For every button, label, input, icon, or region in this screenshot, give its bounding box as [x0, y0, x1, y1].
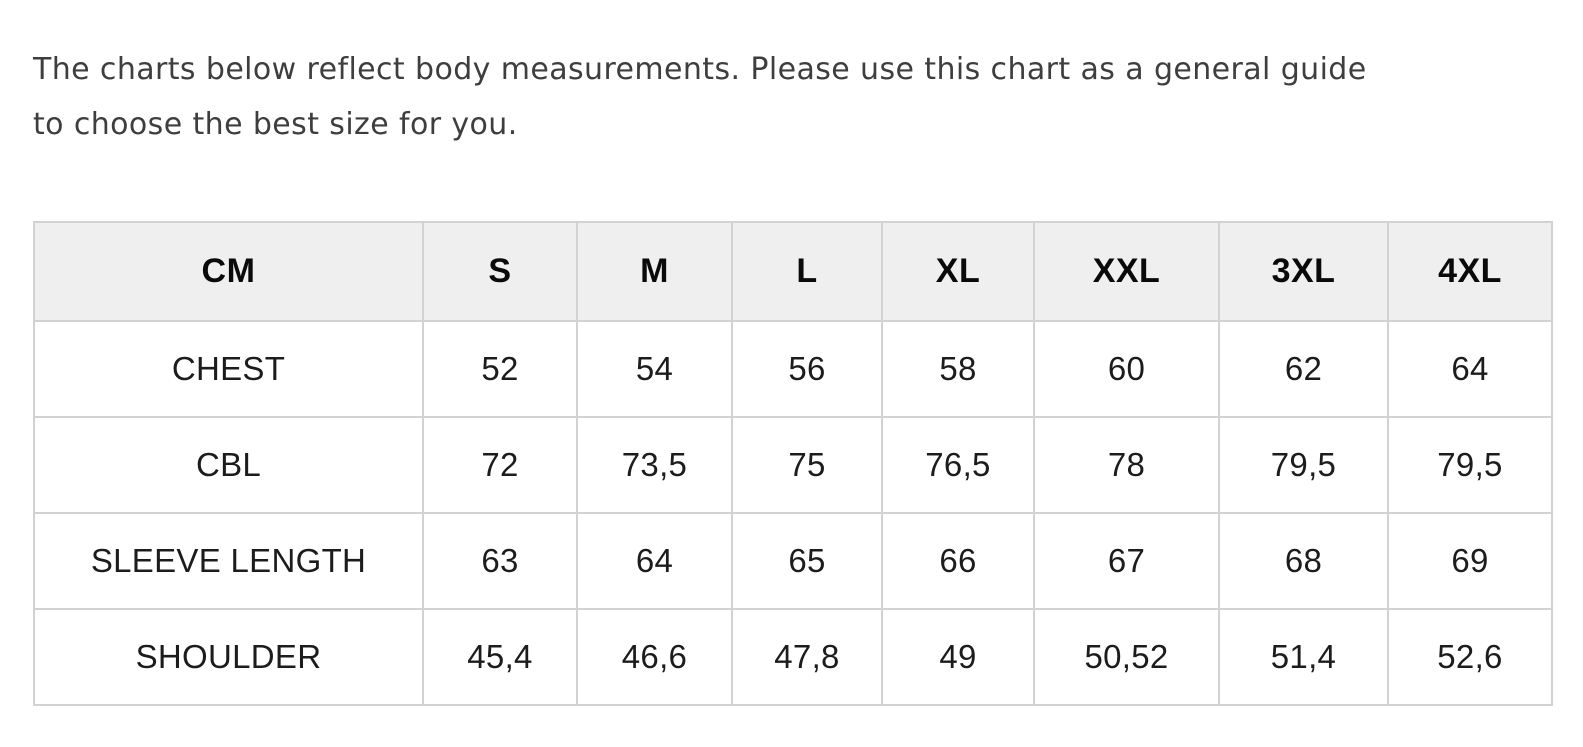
intro-text: The charts below reflect body measuremen… [33, 42, 1552, 152]
measurement-cell: 51,4 [1218, 608, 1389, 706]
row-label: CHEST [33, 320, 424, 418]
measurement-cell: 79,5 [1218, 416, 1389, 514]
column-header-s: S [422, 221, 578, 322]
intro-line-2: to choose the best size for you. [33, 107, 518, 142]
measurement-cell: 64 [1387, 320, 1553, 418]
column-header-xl: XL [881, 221, 1035, 322]
measurement-cell: 62 [1218, 320, 1389, 418]
table-row: CBL 72 73,5 75 76,5 78 79,5 79,5 [33, 416, 1553, 514]
measurement-cell: 47,8 [731, 608, 883, 706]
measurement-cell: 68 [1218, 512, 1389, 610]
size-chart-body: CHEST 52 54 56 58 60 62 64 CBL 72 73,5 75 76,5 78 79,5… [33, 320, 1553, 706]
size-chart-header-row: CM S M L XL XXL 3XL 4XL [33, 221, 1553, 322]
measurement-cell: 64 [576, 512, 733, 610]
column-header-4xl: 4XL [1387, 221, 1553, 322]
measurement-cell: 45,4 [422, 608, 578, 706]
table-row: SHOULDER 45,4 46,6 47,8 49 50,52 51,4 52,6 [33, 608, 1553, 706]
measurement-cell: 49 [881, 608, 1035, 706]
column-header-m: M [576, 221, 733, 322]
measurement-cell: 73,5 [576, 416, 733, 514]
measurement-cell: 66 [881, 512, 1035, 610]
table-row: SLEEVE LENGTH 63 64 65 66 67 68 69 [33, 512, 1553, 610]
measurement-cell: 79,5 [1387, 416, 1553, 514]
measurement-cell: 60 [1033, 320, 1220, 418]
measurement-cell: 54 [576, 320, 733, 418]
row-label: CBL [33, 416, 424, 514]
row-label: SLEEVE LENGTH [33, 512, 424, 610]
measurement-cell: 78 [1033, 416, 1220, 514]
size-chart-table: CM S M L XL XXL 3XL 4XL CHEST 52 54 56 58 60 62 64 CBL 7… [33, 221, 1553, 706]
measurement-cell: 67 [1033, 512, 1220, 610]
table-row: CHEST 52 54 56 58 60 62 64 [33, 320, 1553, 418]
measurement-cell: 65 [731, 512, 883, 610]
measurement-cell: 52,6 [1387, 608, 1553, 706]
measurement-cell: 69 [1387, 512, 1553, 610]
size-guide-section: The charts below reflect body measuremen… [33, 42, 1553, 706]
measurement-cell: 75 [731, 416, 883, 514]
measurement-cell: 50,52 [1033, 608, 1220, 706]
column-header-l: L [731, 221, 883, 322]
measurement-cell: 52 [422, 320, 578, 418]
measurement-cell: 46,6 [576, 608, 733, 706]
column-header-unit: CM [33, 221, 424, 322]
intro-line-1: The charts below reflect body measuremen… [33, 52, 1367, 87]
measurement-cell: 76,5 [881, 416, 1035, 514]
column-header-xxl: XXL [1033, 221, 1220, 322]
measurement-cell: 63 [422, 512, 578, 610]
measurement-cell: 58 [881, 320, 1035, 418]
measurement-cell: 72 [422, 416, 578, 514]
row-label: SHOULDER [33, 608, 424, 706]
column-header-3xl: 3XL [1218, 221, 1389, 322]
size-chart-header: CM S M L XL XXL 3XL 4XL [33, 221, 1553, 322]
measurement-cell: 56 [731, 320, 883, 418]
